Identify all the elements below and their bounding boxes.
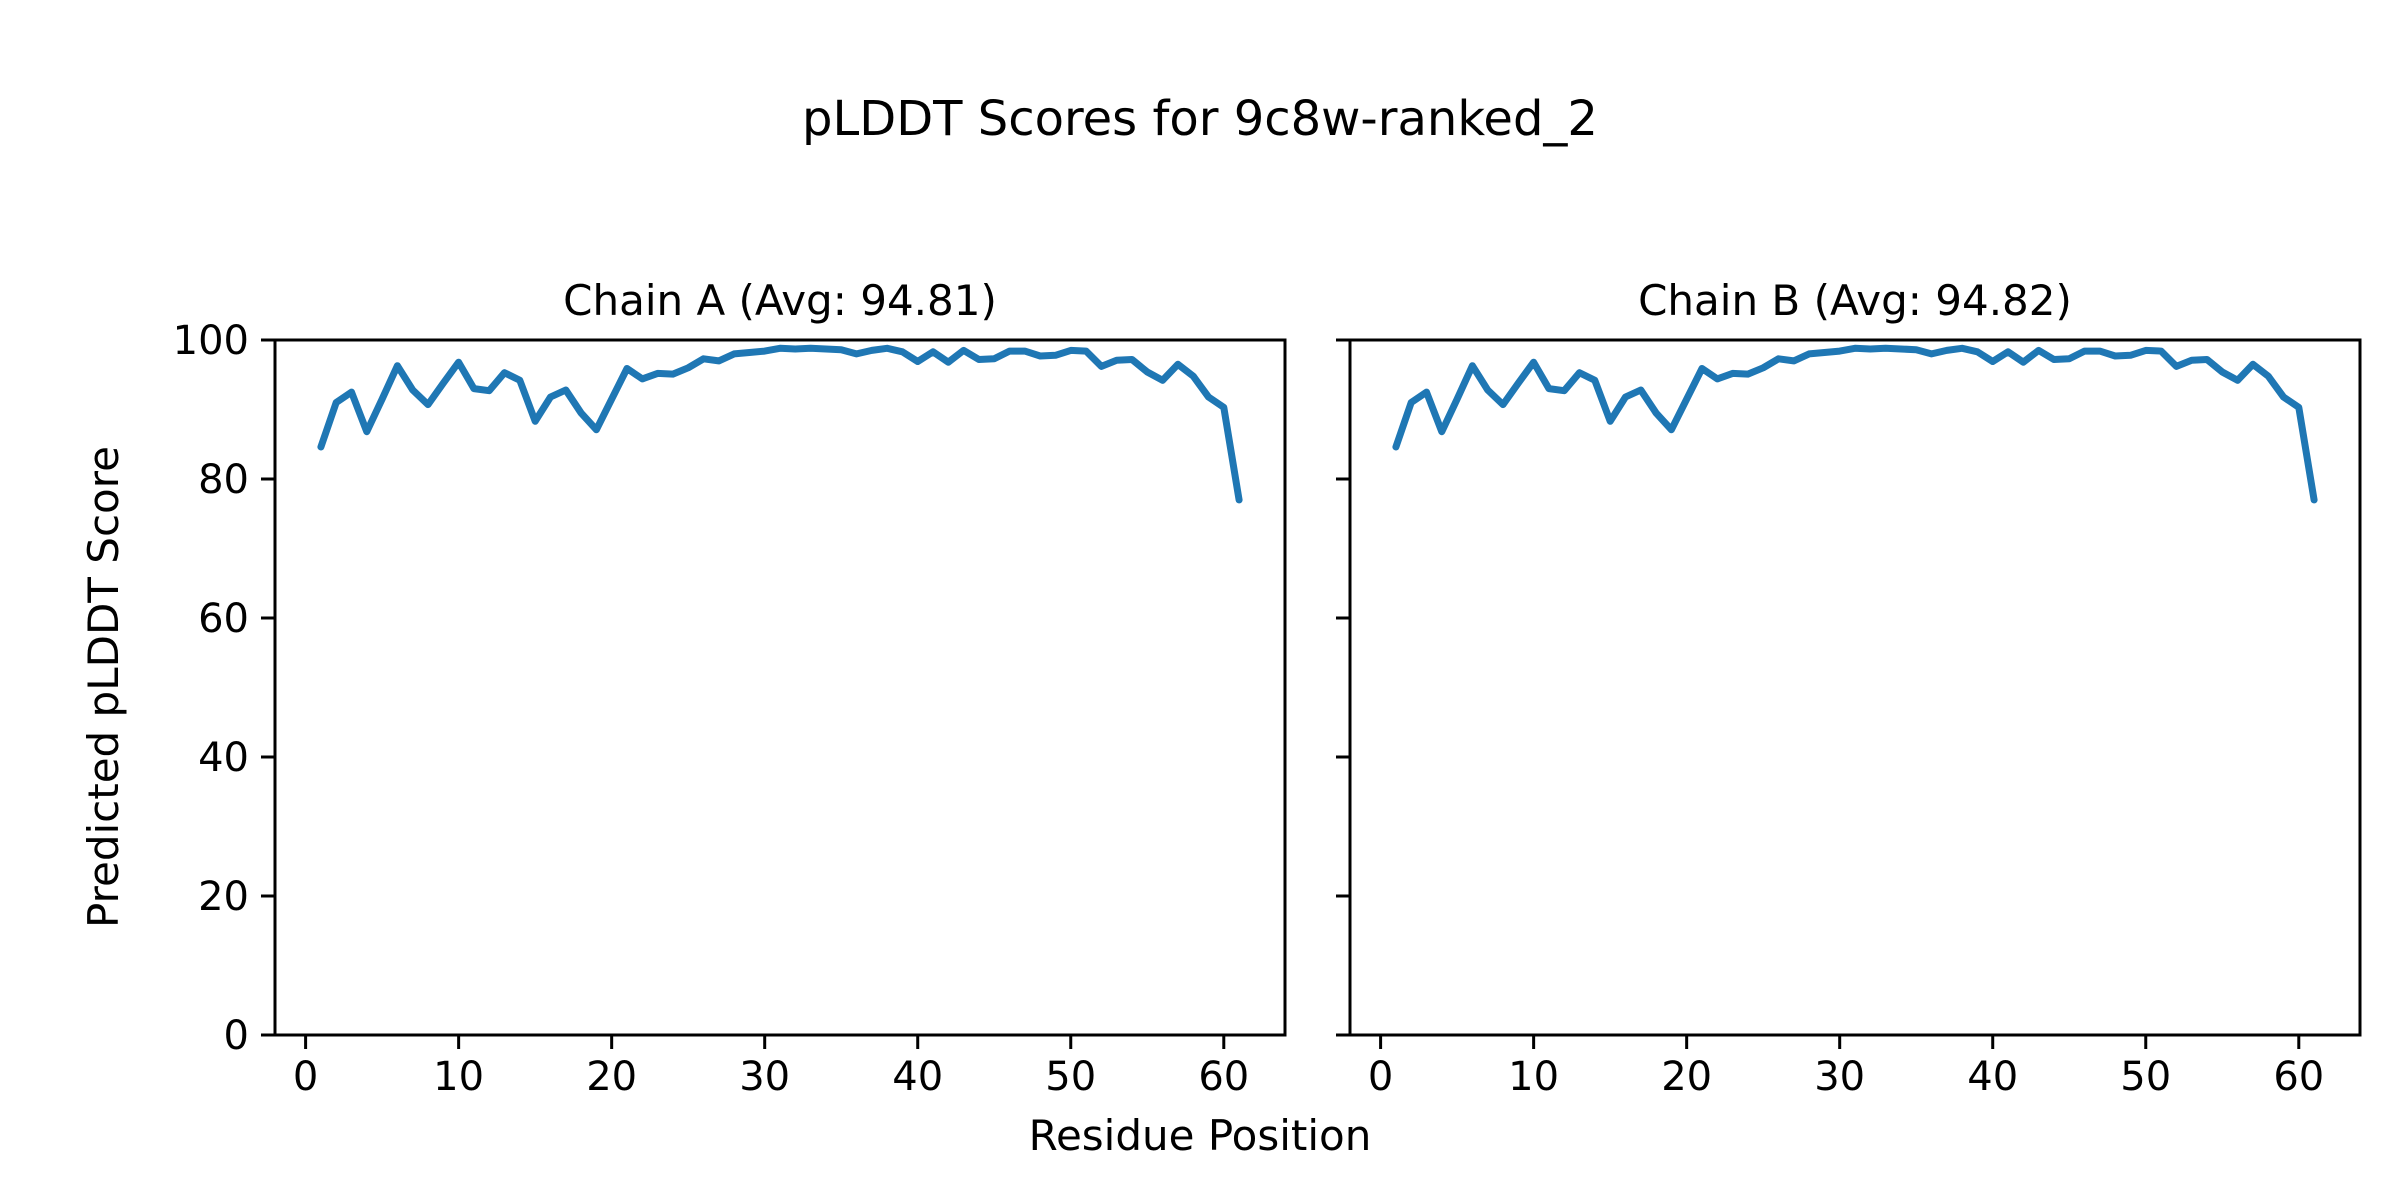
x-axis-label: Residue Position: [1029, 1111, 1372, 1160]
y-axis-label: Predicted pLDDT Score: [79, 446, 128, 928]
axes-chain-b: 0 10 20 30 40 50 60: [1336, 338, 2362, 1100]
x-tick-label: 50: [2120, 1054, 2171, 1100]
x-tick-label: 40: [892, 1054, 943, 1100]
x-tick-label: 0: [293, 1054, 318, 1100]
x-tick-label: 60: [1198, 1054, 1249, 1100]
y-tick-label: 100: [173, 318, 249, 364]
x-tick-label: 30: [739, 1054, 790, 1100]
y-tick-label: 0: [224, 1013, 249, 1059]
y-tick-label: 60: [198, 596, 249, 642]
y-tick-label: 40: [198, 735, 249, 781]
x-tick-label: 40: [1967, 1054, 2018, 1100]
x-tick-label: 60: [2273, 1054, 2324, 1100]
x-tick-label: 10: [1508, 1054, 1559, 1100]
x-tick-label: 30: [1814, 1054, 1865, 1100]
subplot-title-chain-a: Chain A (Avg: 94.81): [563, 276, 997, 325]
x-tick-label: 50: [1045, 1054, 1096, 1100]
x-tick-label: 20: [586, 1054, 637, 1100]
x-tick-label: 0: [1368, 1054, 1393, 1100]
plot-spines: [1348, 338, 2362, 1037]
plddt-line-chain-a: [317, 344, 1243, 504]
axes-chain-a: 0 10 20 30 40 50 60 0 20 40 60 80 100: [173, 318, 1287, 1100]
figure-title: pLDDT Scores for 9c8w-ranked_2: [802, 91, 1598, 147]
plddt-line-chain-b: [1392, 344, 2318, 504]
subplot-title-chain-b: Chain B (Avg: 94.82): [1638, 276, 2072, 325]
x-tick-label: 10: [433, 1054, 484, 1100]
x-tick-label: 20: [1661, 1054, 1712, 1100]
plot-spines: [273, 338, 1287, 1037]
y-tick-label: 20: [198, 874, 249, 920]
y-tick-label: 80: [198, 457, 249, 503]
